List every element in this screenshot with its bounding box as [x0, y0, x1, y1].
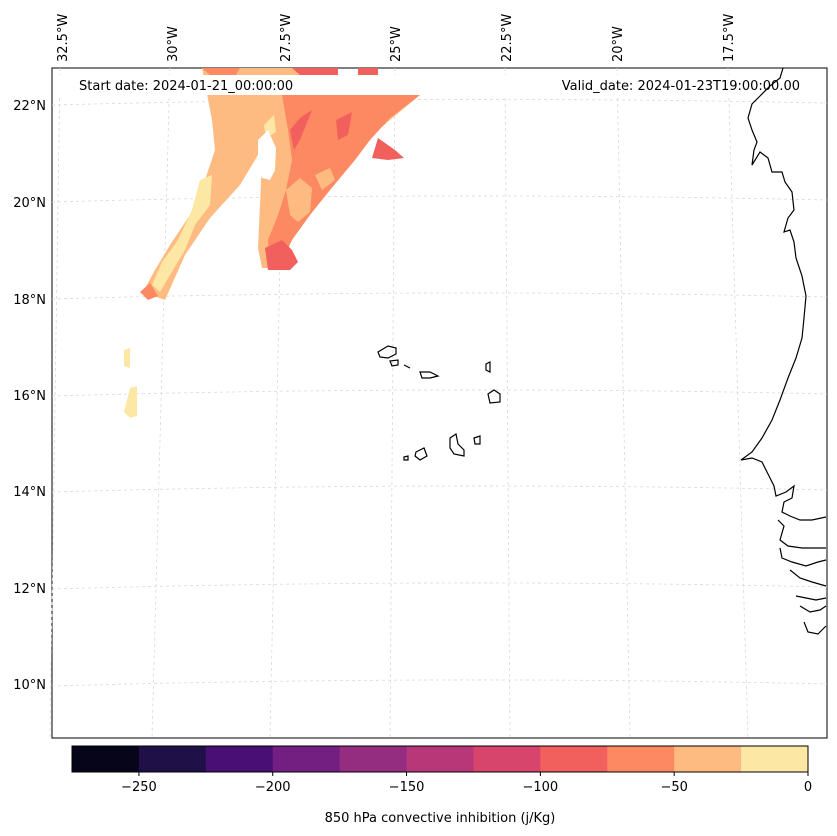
- contour-band-orange: [202, 68, 240, 75]
- contour-band-pale: [152, 175, 212, 292]
- contour-band-light: [286, 178, 312, 222]
- contour-band-red: [372, 138, 404, 160]
- colorbar-border: [71, 745, 809, 773]
- contour-band-red: [290, 110, 312, 150]
- lat-label: 10°N: [13, 678, 46, 693]
- meridian-25w: [389, 67, 396, 739]
- colorbar-swatch: [674, 746, 742, 772]
- colorbar-swatch: [72, 746, 140, 772]
- lat-label: 14°N: [13, 485, 46, 500]
- island-santo-antao: [377, 345, 397, 359]
- contour-band-orange: [268, 95, 420, 268]
- parallel-20n: [51, 195, 828, 203]
- colorbar-tick-label: −50: [660, 780, 687, 795]
- lat-label: 22°N: [13, 99, 46, 114]
- parallel-12n: [51, 582, 828, 590]
- coastline: [377, 67, 827, 635]
- colorbar-swatches: [72, 746, 809, 772]
- lat-label: 12°N: [13, 582, 46, 597]
- meridian-32-5w: [49, 67, 61, 739]
- coast-segment: [803, 621, 827, 635]
- lon-label: 32.5°W: [56, 14, 71, 62]
- colorbar-swatch: [406, 746, 474, 772]
- lat-label: 16°N: [13, 389, 46, 404]
- african-coastline: [740, 67, 827, 521]
- lon-label: 20°W: [611, 26, 626, 62]
- parallel-22n: [51, 99, 828, 106]
- colorbar-tick-label: −200: [255, 780, 291, 795]
- colorbar-swatch: [205, 746, 274, 772]
- island-santa-luzia: [403, 364, 411, 369]
- colorbar: −250 −200 −150 −100 −50 0 850 hPa convective …: [71, 745, 812, 826]
- data-gap: [258, 130, 276, 180]
- meridian-30w: [151, 67, 171, 739]
- contour-band-orange: [140, 283, 158, 300]
- lat-label: 18°N: [13, 293, 46, 308]
- header-band: [53, 75, 826, 95]
- colorbar-swatch: [138, 746, 207, 772]
- latitude-labels: 22°N 20°N 18°N 16°N 14°N 12°N 10°N: [13, 99, 46, 693]
- meridian-27-5w: [269, 67, 285, 739]
- contour-band-red: [358, 68, 378, 75]
- colorbar-swatch: [607, 746, 675, 772]
- meridian-20w: [616, 67, 631, 739]
- coast-segment: [795, 595, 827, 601]
- colorbar-swatch: [473, 746, 541, 772]
- colorbar-ticks: −250 −200 −150 −100 −50 0: [121, 772, 812, 795]
- colorbar-swatch: [540, 746, 608, 772]
- island-fogo: [414, 447, 428, 461]
- lat-label: 20°N: [13, 196, 46, 211]
- colorbar-tick-label: −250: [121, 780, 157, 795]
- colorbar-swatch: [339, 746, 408, 772]
- colorbar-tick-label: 0: [804, 780, 812, 795]
- lon-label: 27.5°W: [279, 14, 294, 62]
- map-frame: [51, 67, 828, 739]
- contour-band-red: [265, 240, 298, 270]
- lon-label: 22.5°W: [500, 14, 515, 62]
- cin-contours: [124, 68, 420, 418]
- lon-label: 30°W: [166, 26, 181, 62]
- coast-segment: [779, 547, 827, 567]
- meridian-17-5w: [727, 67, 749, 739]
- contour-band-pale: [124, 386, 137, 418]
- parallel-10n: [51, 679, 828, 687]
- parallel-14n: [51, 485, 828, 493]
- island-boa-vista: [487, 389, 501, 404]
- valid-date-text: Valid_date: 2024-01-23T19:00:00.00: [562, 79, 800, 94]
- lon-label: 17.5°W: [722, 14, 737, 62]
- colorbar-tick-label: −100: [523, 780, 559, 795]
- longitude-labels: 32.5°W 30°W 27.5°W 25°W 22.5°W 20°W 17.5…: [56, 14, 737, 62]
- colorbar-tick-label: −150: [389, 780, 425, 795]
- contour-band-red: [336, 112, 352, 140]
- colorbar-swatch: [272, 746, 341, 772]
- coast-segment: [799, 605, 827, 613]
- island-sao-vicente: [389, 359, 399, 367]
- island-sao-nicolau: [419, 371, 440, 379]
- parallel-16n: [51, 389, 828, 397]
- lon-label: 25°W: [389, 26, 404, 62]
- contour-band-light: [315, 168, 335, 190]
- island-brava: [403, 455, 409, 461]
- meridian-22-5w: [504, 67, 511, 739]
- coast-segment: [789, 569, 827, 587]
- island-santiago: [449, 433, 465, 457]
- colorbar-title: 850 hPa convective inhibition (j/Kg): [325, 811, 556, 826]
- contour-band-pale: [124, 348, 130, 368]
- start-date-text: Start date: 2024-01-21_00:00:00: [79, 79, 293, 94]
- colorbar-swatch: [741, 746, 809, 772]
- island-maio: [473, 435, 481, 445]
- coast-segment: [777, 519, 826, 549]
- island-sal: [485, 361, 491, 373]
- contour-band-red: [292, 68, 338, 75]
